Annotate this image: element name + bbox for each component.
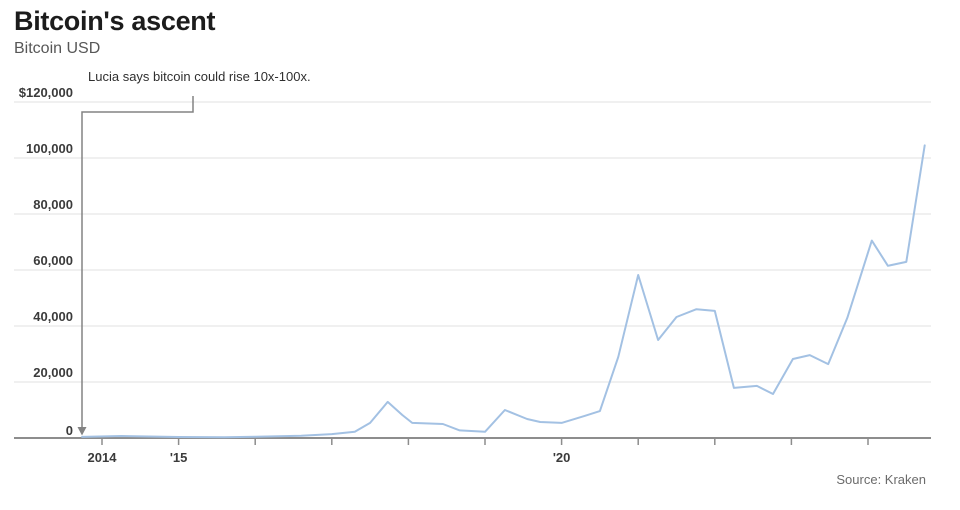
x-axis-label: 2014 (88, 450, 118, 465)
source-label: Source: Kraken (836, 472, 926, 487)
y-axis-label: 0 (66, 423, 73, 438)
y-axis-label: 100,000 (26, 141, 73, 156)
page-title: Bitcoin's ascent (14, 6, 216, 36)
x-axis-label: '20 (553, 450, 571, 465)
chart-subtitle: Bitcoin USD (14, 40, 101, 57)
y-axis-label: 80,000 (33, 197, 73, 212)
annotation-arrow-icon (77, 427, 87, 436)
y-axis-label: 40,000 (33, 309, 73, 324)
x-axis-label: '15 (170, 450, 188, 465)
y-axis-label: $120,000 (19, 85, 73, 100)
annotation-text: Lucia says bitcoin could rise 10x-100x. (88, 69, 311, 84)
price-line (81, 144, 926, 439)
y-axis-label: 20,000 (33, 365, 73, 380)
annotation-callout-line (81, 96, 194, 427)
y-axis-label: 60,000 (33, 253, 73, 268)
